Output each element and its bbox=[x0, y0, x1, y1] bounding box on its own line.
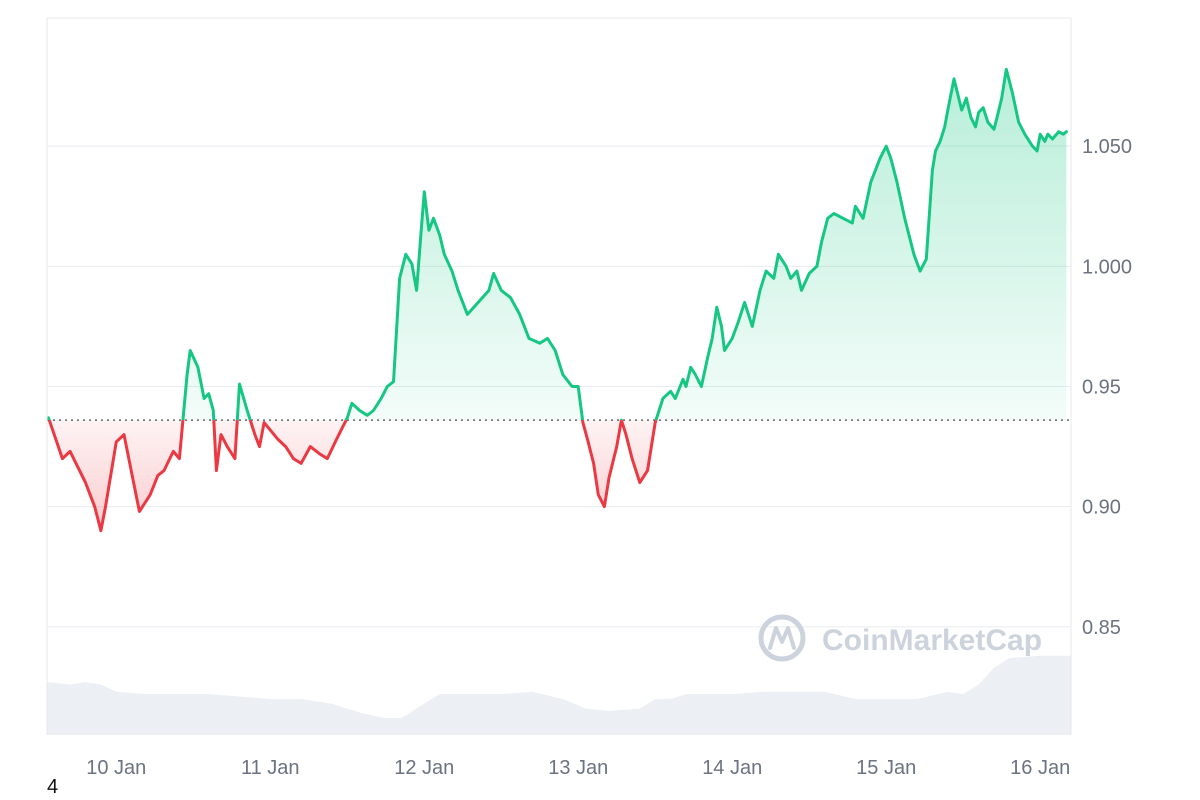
watermark-text: CoinMarketCap bbox=[822, 624, 1042, 657]
footnote-number: 4 bbox=[47, 776, 59, 798]
volume-area bbox=[47, 655, 1071, 735]
x-tick-label: 10 Jan bbox=[86, 757, 146, 779]
price-fill-above bbox=[48, 69, 1067, 421]
x-tick-label: 12 Jan bbox=[394, 757, 454, 779]
price-line-above bbox=[47, 67, 1068, 421]
y-tick-label: 0.95 bbox=[1082, 377, 1121, 399]
x-tick-label: 16 Jan bbox=[1010, 757, 1070, 779]
x-tick-label: 14 Jan bbox=[702, 757, 762, 779]
x-axis: 10 Jan 11 Jan 12 Jan 13 Jan 14 Jan 15 Jan 16 J… bbox=[86, 757, 1070, 779]
price-line-below bbox=[47, 420, 658, 533]
y-axis: 1.050 1.000 0.95 0.90 0.85 bbox=[1082, 136, 1132, 639]
y-tick-label: 1.000 bbox=[1082, 256, 1132, 278]
price-fill-below bbox=[48, 420, 1067, 531]
coinmarketcap-logo-icon bbox=[758, 614, 806, 662]
volume-shape bbox=[47, 655, 1071, 735]
price-line bbox=[47, 67, 1068, 533]
x-tick-label: 11 Jan bbox=[241, 757, 300, 779]
price-fill bbox=[48, 69, 1067, 531]
y-tick-label: 0.90 bbox=[1082, 497, 1121, 519]
x-tick-label: 13 Jan bbox=[548, 757, 608, 779]
x-tick-label: 15 Jan bbox=[856, 757, 916, 779]
watermark: CoinMarketCap bbox=[758, 614, 1042, 662]
y-tick-label: 0.85 bbox=[1082, 617, 1121, 639]
y-tick-label: 1.050 bbox=[1082, 136, 1132, 158]
